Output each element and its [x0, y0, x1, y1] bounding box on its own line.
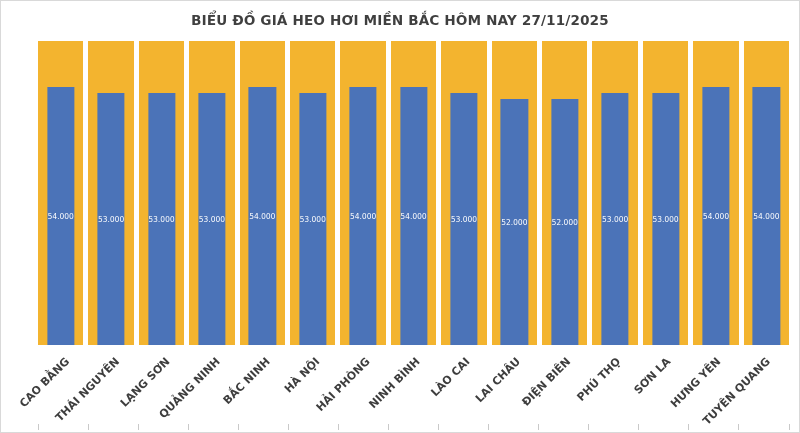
bar: 53.000: [147, 93, 176, 345]
bar: 54.000: [399, 87, 428, 345]
bar-column: 52.000: [542, 41, 588, 345]
x-axis-label: LẠNG SƠN: [117, 355, 173, 410]
chart-body: 54.000 53.000 53.000 53.000 54.000 53.000 54.0…: [17, 41, 790, 432]
bar-value-label: 53.000: [450, 214, 478, 224]
bar: 52.000: [551, 99, 579, 345]
bar: 53.000: [450, 93, 478, 345]
bar: 54.000: [702, 87, 730, 345]
bar-column: 54.000: [38, 41, 84, 345]
axis-tick: [187, 424, 189, 430]
bar: 52.000: [500, 99, 528, 345]
bar-value-label: 54.000: [400, 211, 427, 221]
bar-column: 53.000: [290, 41, 336, 345]
axis-tick: [638, 424, 640, 430]
axis-tick: [488, 424, 490, 430]
bar-value-label: 54.000: [702, 211, 730, 221]
axis-tick: [287, 424, 289, 430]
x-axis-label: HÀ NỘI: [282, 355, 323, 396]
x-axis-label: CAO BẰNG: [17, 355, 73, 411]
bar-column: 53.000: [592, 41, 638, 345]
bar-column: 53.000: [642, 41, 689, 345]
bar-value-label: 54.000: [350, 211, 377, 221]
bar: 53.000: [651, 93, 680, 345]
bar: 53.000: [601, 93, 629, 345]
bar-column: 53.000: [189, 41, 235, 345]
bar-column: 52.000: [491, 41, 538, 345]
bar-value-label: 53.000: [198, 214, 226, 224]
bar: 54.000: [47, 87, 75, 345]
axis-tick: [588, 424, 590, 430]
axis-tick: [137, 424, 139, 430]
bar-column: 54.000: [693, 41, 739, 345]
axis-tick: [738, 424, 740, 430]
x-axis-label: PHÚ THỌ: [574, 355, 623, 404]
chart-title: BIỂU ĐỒ GIÁ HEO HƠI MIỀN BẮC HÔM NAY 27/…: [191, 13, 609, 29]
bar-value-label: 53.000: [148, 214, 175, 224]
bar-value-label: 53.000: [97, 214, 125, 224]
bar-value-label: 53.000: [602, 214, 629, 224]
axis-tick: [438, 424, 440, 430]
x-axis-label: SƠN LA: [631, 355, 674, 397]
bar-value-label: 52.000: [501, 217, 528, 227]
axis-tick: [688, 424, 690, 430]
bar: 53.000: [198, 93, 226, 345]
bar-column: 54.000: [743, 41, 790, 345]
bar: 54.000: [752, 87, 781, 345]
axis-tick: [387, 424, 389, 430]
x-axis-label: ĐIỆN BIÊN: [519, 355, 573, 409]
axis-tick: [788, 424, 790, 430]
axis-tick: [337, 424, 339, 430]
axis-tick: [37, 424, 39, 430]
bar-column: 53.000: [441, 41, 487, 345]
bar-column: 53.000: [88, 41, 134, 345]
x-axis-ticks: [37, 424, 790, 432]
x-axis-label: LAI CHÂU: [472, 355, 523, 406]
bar: 53.000: [299, 93, 327, 345]
bar-column: 54.000: [390, 41, 437, 345]
axis-tick: [237, 424, 239, 430]
bar: 54.000: [248, 87, 276, 345]
x-axis-labels: CAO BẰNG THÁI NGUYÊN LẠNG SƠN QUẢNG NINH BẮC…: [17, 345, 789, 428]
bar-value-label: 54.000: [249, 211, 276, 221]
bar-value-label: 54.000: [47, 211, 74, 221]
bar-value-label: 53.000: [299, 214, 326, 224]
axis-tick: [87, 424, 89, 430]
bar-value-label: 54.000: [753, 211, 780, 221]
x-axis-label: LÀO CAI: [428, 355, 473, 400]
x-axis-label: BẮC NINH: [220, 355, 273, 407]
x-axis-label: NINH BÌNH: [366, 355, 423, 412]
bar-value-label: 52.000: [551, 217, 578, 227]
axis-tick: [538, 424, 540, 430]
bar-value-label: 53.000: [652, 214, 679, 224]
bar-column: 54.000: [340, 41, 386, 345]
bar: 54.000: [349, 87, 377, 345]
bar-column: 54.000: [239, 41, 286, 345]
plot-area: 54.000 53.000 53.000 53.000 54.000 53.000 54.0…: [38, 41, 790, 345]
bar: 53.000: [97, 93, 125, 345]
bar-column: 53.000: [138, 41, 185, 345]
